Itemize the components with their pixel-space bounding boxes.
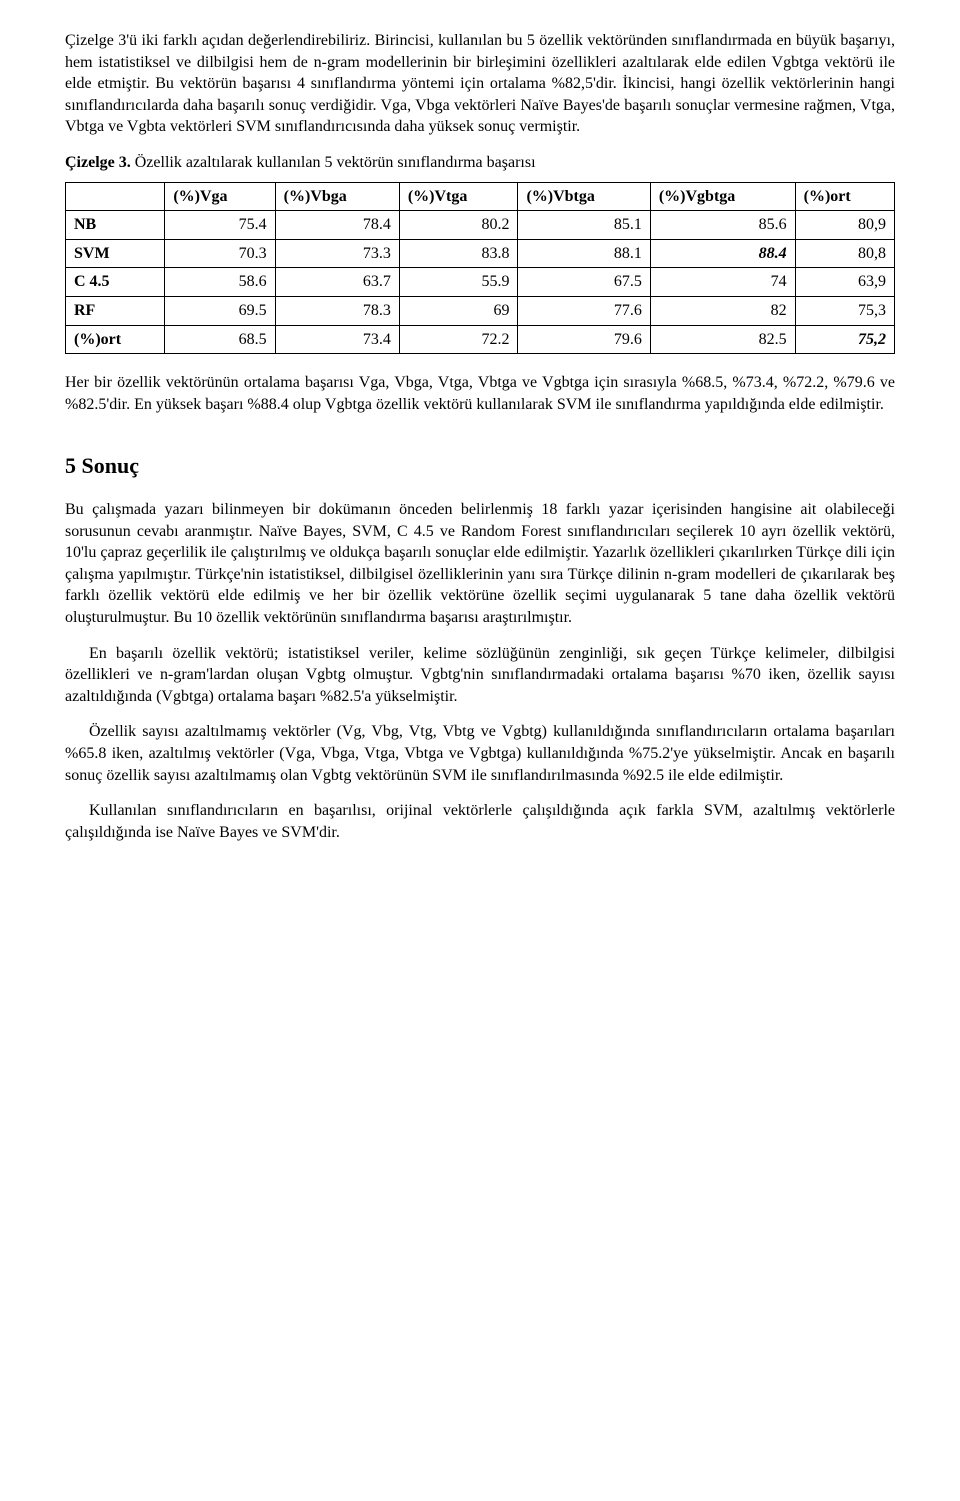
cell: 72.2: [399, 325, 518, 354]
paragraph-6: Kullanılan sınıflandırıcıların en başarı…: [65, 800, 895, 843]
cell: 83.8: [399, 239, 518, 268]
caption-label: Çizelge 3.: [65, 154, 131, 171]
cell: 78.4: [275, 211, 399, 240]
paragraph-4: En başarılı özellik vektörü; istatistiks…: [65, 643, 895, 708]
table-head: (%)Vga(%)Vbga(%)Vtga(%)Vbtga(%)Vgbtga(%)…: [66, 182, 895, 211]
table-row: NB75.478.480.285.185.680,9: [66, 211, 895, 240]
cell: 67.5: [518, 268, 650, 297]
col-header: (%)Vga: [165, 182, 275, 211]
cell: 85.1: [518, 211, 650, 240]
table-row: SVM70.373.383.888.188.480,8: [66, 239, 895, 268]
col-header: (%)Vbtga: [518, 182, 650, 211]
cell: 75.4: [165, 211, 275, 240]
table-row: C 4.558.663.755.967.57463,9: [66, 268, 895, 297]
cell: 70.3: [165, 239, 275, 268]
cell: 75,3: [795, 296, 894, 325]
cell: 55.9: [399, 268, 518, 297]
table-row: RF69.578.36977.68275,3: [66, 296, 895, 325]
cell: 77.6: [518, 296, 650, 325]
cell: 80.2: [399, 211, 518, 240]
table-row: (%)ort68.573.472.279.682.575,2: [66, 325, 895, 354]
cell: 63,9: [795, 268, 894, 297]
paragraph-5: Özellik sayısı azaltılmamış vektörler (V…: [65, 721, 895, 786]
paragraph-2: Her bir özellik vektörünün ortalama başa…: [65, 372, 895, 415]
col-header: (%)Vtga: [399, 182, 518, 211]
row-label: (%)ort: [66, 325, 165, 354]
cell: 69: [399, 296, 518, 325]
row-label: RF: [66, 296, 165, 325]
caption-text: Özellik azaltılarak kullanılan 5 vektörü…: [135, 154, 536, 171]
cell: 80,8: [795, 239, 894, 268]
cell: 73.4: [275, 325, 399, 354]
cell: 85.6: [650, 211, 795, 240]
col-header: (%)ort: [795, 182, 894, 211]
row-label: SVM: [66, 239, 165, 268]
cell: 88.1: [518, 239, 650, 268]
col-header: [66, 182, 165, 211]
cell: 69.5: [165, 296, 275, 325]
cell: 82.5: [650, 325, 795, 354]
cell: 73.3: [275, 239, 399, 268]
table-body: NB75.478.480.285.185.680,9SVM70.373.383.…: [66, 211, 895, 354]
cell: 74: [650, 268, 795, 297]
cell: 58.6: [165, 268, 275, 297]
cell: 68.5: [165, 325, 275, 354]
paragraph-3: Bu çalışmada yazarı bilinmeyen bir doküm…: [65, 499, 895, 629]
cell: 63.7: [275, 268, 399, 297]
col-header: (%)Vbga: [275, 182, 399, 211]
section-heading: 5 Sonuç: [65, 451, 895, 481]
table-caption: Çizelge 3. Özellik azaltılarak kullanıla…: [65, 152, 895, 174]
row-label: NB: [66, 211, 165, 240]
paragraph-1: Çizelge 3'ü iki farklı açıdan değerlendi…: [65, 30, 895, 138]
cell: 82: [650, 296, 795, 325]
cell: 79.6: [518, 325, 650, 354]
cell: 88.4: [650, 239, 795, 268]
col-header: (%)Vgbtga: [650, 182, 795, 211]
cell: 75,2: [795, 325, 894, 354]
cell: 80,9: [795, 211, 894, 240]
row-label: C 4.5: [66, 268, 165, 297]
cell: 78.3: [275, 296, 399, 325]
results-table: (%)Vga(%)Vbga(%)Vtga(%)Vbtga(%)Vgbtga(%)…: [65, 182, 895, 355]
